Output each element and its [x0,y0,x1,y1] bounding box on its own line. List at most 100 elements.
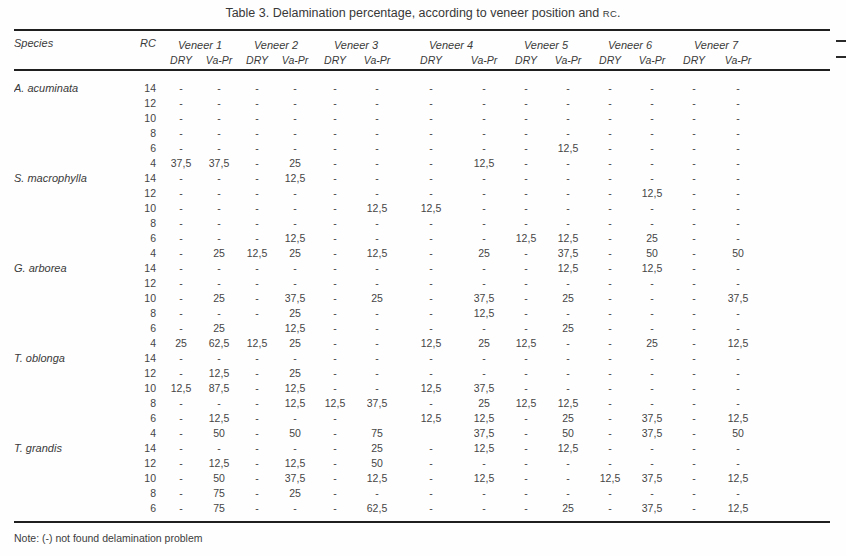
value-cell: - [356,171,398,186]
species-cell [14,216,136,231]
value-cell: - [464,321,504,336]
value-cell: - [548,216,588,231]
value-cell: - [314,351,356,366]
col-header-dry-1: DRY [162,52,200,70]
value-cell: - [356,70,398,96]
rc-cell: 8 [136,396,162,411]
value-cell: - [716,486,760,501]
value-cell: - [588,351,632,366]
value-cell: 25 [464,336,504,351]
col-header-veneer-7: Veneer 7 [672,30,760,52]
value-cell: - [162,111,200,126]
value-cell: 25 [356,441,398,456]
value-cell: - [588,186,632,201]
value-cell: 12,5 [588,471,632,486]
value-cell: - [464,96,504,111]
spacer-cell [760,501,830,522]
value-cell: - [162,201,200,216]
value-cell: - [276,411,314,426]
value-cell: - [464,276,504,291]
col-header-dry-2: DRY [238,52,276,70]
value-cell: 25 [200,246,238,261]
species-cell: S. macrophylla [14,171,136,186]
species-cell [14,471,136,486]
rc-cell: 14 [136,351,162,366]
value-cell: - [464,501,504,522]
value-cell: - [314,201,356,216]
col-header-vapr-4: Va-Pr [464,52,504,70]
species-cell [14,501,136,522]
value-cell: - [200,306,238,321]
rc-cell: 6 [136,321,162,336]
table-row: T. grandis14-----25-12,5-12,5---- [14,441,830,456]
value-cell: 12,5 [200,411,238,426]
table-row: 12-------------- [14,96,830,111]
species-cell [14,231,136,246]
table-row: 12-12,5-25---------- [14,366,830,381]
species-cell [14,111,136,126]
value-cell: - [504,306,548,321]
spacer-col-header [760,30,830,70]
value-cell: - [398,441,464,456]
species-cell [14,411,136,426]
value-cell: - [356,111,398,126]
table-row: 4-50-50-7537,5-50-37,5-50 [14,426,830,441]
value-cell: - [238,291,276,306]
value-cell: - [162,441,200,456]
value-cell: - [276,111,314,126]
value-cell: - [632,141,672,156]
value-cell: 12,5 [162,381,200,396]
value-cell: - [548,126,588,141]
value-cell: - [314,471,356,486]
spacer-cell [760,261,830,276]
value-cell [238,321,276,336]
table-title-rc: RC [603,8,617,19]
value-cell: - [162,426,200,441]
value-cell: - [588,411,632,426]
value-cell: - [504,456,548,471]
value-cell: - [398,186,464,201]
table-title-text: Table 3. Delamination percentage, accord… [225,6,602,20]
value-cell: 50 [200,426,238,441]
value-cell: 50 [200,471,238,486]
value-cell: - [238,351,276,366]
value-cell: - [314,156,356,171]
value-cell: - [716,381,760,396]
value-cell: 12,5 [716,336,760,351]
value-cell: - [672,291,716,306]
rc-cell: 4 [136,426,162,441]
value-cell: - [314,216,356,231]
value-cell: - [276,141,314,156]
value-cell: 12,5 [398,336,464,351]
value-cell: 12,5 [716,471,760,486]
value-cell: - [672,456,716,471]
value-cell: - [398,70,464,96]
spacer-cell [760,321,830,336]
value-cell: - [504,186,548,201]
value-cell: - [504,156,548,171]
value-cell: - [200,111,238,126]
table-row: 12-12,5-12,5-50-------- [14,456,830,471]
value-cell: - [162,171,200,186]
value-cell: 37,5 [548,246,588,261]
table-row: A. acuminata14-------------- [14,70,830,96]
value-cell: - [504,486,548,501]
value-cell: - [200,171,238,186]
value-cell: - [276,201,314,216]
value-cell: - [276,216,314,231]
species-cell [14,381,136,396]
value-cell: 25 [162,336,200,351]
value-cell: - [504,366,548,381]
value-cell: - [672,70,716,96]
value-cell: - [504,426,548,441]
value-cell: - [672,141,716,156]
value-cell: - [162,411,200,426]
rc-cell: 12 [136,456,162,471]
spacer-cell [760,336,830,351]
value-cell: - [672,306,716,321]
value-cell: - [716,126,760,141]
value-cell: 25 [464,246,504,261]
col-header-dry-3: DRY [314,52,356,70]
species-cell [14,486,136,501]
value-cell: 87,5 [200,381,238,396]
